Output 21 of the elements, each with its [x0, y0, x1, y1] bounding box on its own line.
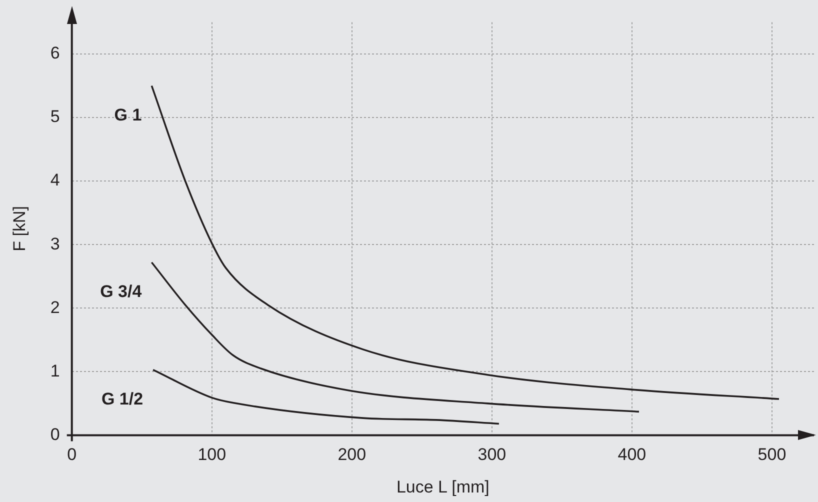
- y-tick-label: 3: [50, 234, 60, 254]
- y-tick-label: 6: [50, 44, 60, 63]
- x-tick-label: 400: [618, 445, 646, 464]
- x-tick-label: 0: [67, 445, 77, 464]
- x-tick-label: 300: [478, 445, 506, 464]
- y-tick-label: 0: [50, 424, 60, 444]
- line-series: [152, 368, 500, 425]
- y-tick-label: 4: [50, 170, 60, 190]
- y-tick-label: 5: [50, 107, 60, 126]
- series-label: G 3/4: [100, 282, 142, 302]
- y-tick-label: 2: [50, 298, 60, 317]
- series-label: G 1/2: [101, 389, 144, 408]
- y-axis-title: F [kN]: [10, 206, 29, 252]
- x-tick-label: 100: [198, 445, 226, 464]
- x-tick-label: 500: [758, 445, 786, 464]
- series-label: G 1: [114, 105, 142, 124]
- x-axis-title: Luce L [mm]: [396, 477, 490, 496]
- line-series: [150, 84, 780, 400]
- line-series: [150, 261, 640, 413]
- y-tick-label: 1: [50, 361, 60, 380]
- x-tick-label: 200: [338, 445, 366, 464]
